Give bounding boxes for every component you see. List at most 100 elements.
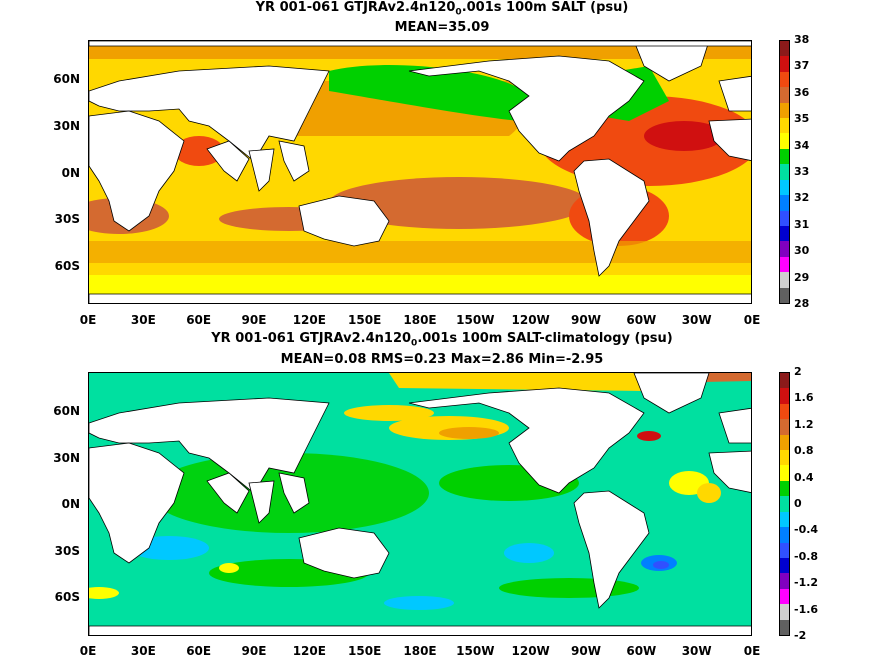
panel2-title: YR 001-061 GTJRAv2.4n1200.001s 100m SALT… [211, 331, 673, 349]
lon-label: 90E [241, 313, 267, 327]
lon-label: 120E [292, 313, 326, 327]
colorbar-label: 35 [794, 112, 810, 126]
lon-label: 0E [743, 313, 761, 327]
lon-label: 90E [241, 644, 267, 658]
colorbar-segment [780, 179, 789, 196]
colorbar-segment [780, 388, 789, 405]
colorbar-segment [780, 604, 789, 621]
colorbar-segment [780, 480, 789, 497]
lon-label: 30E [130, 313, 156, 327]
panel1-stats: MEAN=35.09 [394, 20, 490, 35]
colorbar-label: -0.8 [794, 549, 819, 563]
colorbar-label: 37 [794, 59, 810, 73]
lat-label: 30S [54, 212, 80, 226]
panel1-title: YR 001-061 GTJRAv2.4n1200.001s 100m SALT… [255, 0, 629, 18]
lon-label: 0E [79, 313, 97, 327]
lat-label: 30S [54, 544, 80, 558]
colorbar-segment [780, 41, 789, 57]
lon-label: 60W [626, 644, 657, 658]
lon-label: 150E [348, 313, 382, 327]
colorbar-segment [780, 118, 789, 134]
lon-label: 180E [403, 313, 437, 327]
colorbar-segment [780, 419, 789, 436]
colorbar-label: -1.2 [794, 576, 819, 590]
colorbar-label: 0.8 [794, 444, 814, 458]
colorbar-segment [780, 225, 789, 242]
colorbar-segment [780, 557, 789, 574]
colorbar-segment [780, 272, 789, 289]
colorbar-segment [780, 403, 789, 420]
colorbar-segment [780, 619, 789, 636]
colorbar-segment [780, 87, 789, 104]
colorbar-segment [780, 465, 789, 482]
colorbar [779, 372, 790, 636]
colorbar-segment [780, 434, 789, 451]
colorbar [779, 40, 790, 304]
lon-label: 60W [626, 313, 657, 327]
lon-label: 60E [186, 313, 212, 327]
colorbar-label: 0 [794, 497, 802, 510]
lon-label: 90W [571, 313, 601, 327]
colorbar-label: 1.2 [794, 417, 814, 431]
salinity-anomaly-map [88, 372, 752, 636]
lon-label: 150W [456, 644, 495, 658]
lon-label: 30E [130, 644, 156, 658]
colorbar-segment [780, 450, 789, 466]
lon-label: 30W [681, 313, 712, 327]
colorbar-segment [780, 373, 789, 389]
colorbar-segment [780, 588, 789, 605]
colorbar-segment [780, 287, 789, 304]
lat-label: 60N [53, 404, 80, 418]
lon-label: 60E [186, 644, 212, 658]
colorbar-segment [780, 496, 789, 513]
lat-label: 30N [53, 451, 80, 465]
colorbar-segment [780, 256, 789, 273]
colorbar-label: 32 [794, 191, 810, 205]
lon-label: 150E [348, 644, 382, 658]
lat-label: 0N [61, 166, 80, 180]
colorbar-segment [780, 542, 789, 559]
colorbar-segment [780, 56, 789, 73]
colorbar-label: 31 [794, 217, 810, 231]
lat-label: 0N [61, 497, 80, 511]
lon-label: 30W [681, 644, 712, 658]
lon-label: 120W [511, 644, 550, 658]
lon-label: 0E [79, 644, 97, 658]
lon-label: 90W [571, 644, 601, 658]
lat-label: 60S [54, 590, 80, 604]
lon-label: 180E [403, 644, 437, 658]
lat-label: 60S [54, 259, 80, 273]
colorbar-segment [780, 527, 789, 544]
colorbar-label: -2 [794, 629, 807, 642]
colorbar-label: 1.6 [794, 391, 814, 405]
lon-label: 0E [743, 644, 761, 658]
colorbar-label: 36 [794, 85, 810, 99]
lon-label: 120E [292, 644, 326, 658]
lat-label: 60N [53, 72, 80, 86]
colorbar-segment [780, 241, 789, 258]
colorbar-segment [780, 71, 789, 88]
salinity-map [88, 40, 752, 304]
colorbar-label: 38 [794, 33, 810, 46]
colorbar-label: 29 [794, 270, 810, 284]
lat-label: 30N [53, 119, 80, 133]
colorbar-label: 0.4 [794, 470, 814, 484]
colorbar-label: 34 [794, 138, 810, 152]
panel2-stats: MEAN=0.08 RMS=0.23 Max=2.86 Min=-2.95 [280, 352, 604, 367]
colorbar-label: 33 [794, 165, 810, 178]
colorbar-segment [780, 102, 789, 119]
colorbar-segment [780, 164, 789, 181]
colorbar-segment [780, 133, 789, 150]
colorbar-segment [780, 511, 789, 528]
lon-label: 120W [511, 313, 550, 327]
colorbar-label: -1.6 [794, 602, 819, 616]
colorbar-segment [780, 210, 789, 227]
colorbar-segment [780, 195, 789, 212]
colorbar-label: 30 [794, 244, 810, 258]
colorbar-label: -0.4 [794, 523, 819, 537]
colorbar-segment [780, 573, 789, 590]
colorbar-label: 2 [794, 365, 802, 378]
lon-label: 150W [456, 313, 495, 327]
colorbar-label: 28 [794, 297, 810, 310]
colorbar-segment [780, 148, 789, 165]
